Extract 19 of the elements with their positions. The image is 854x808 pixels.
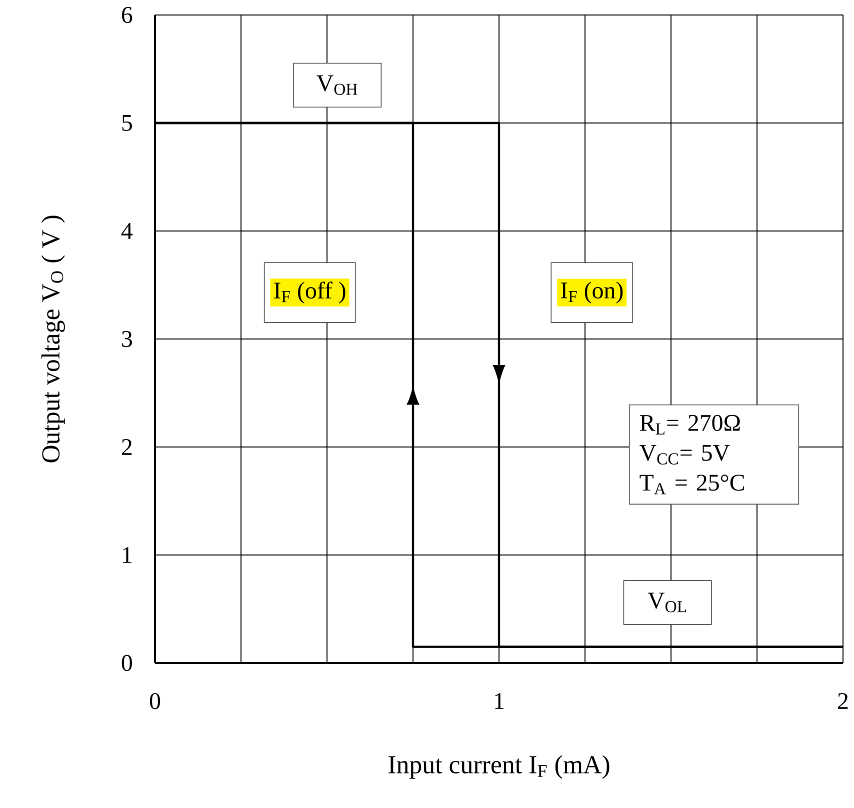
annotation: V$_{OH}$ [316, 75, 358, 95]
y-tick-label: 4 [121, 223, 133, 239]
x-tick-label: 2 [838, 693, 848, 709]
y-tick-label: 5 [122, 115, 132, 131]
annotation: T$_{A}$ = 25°C [640, 474, 744, 494]
y-tick-label: 2 [122, 439, 132, 455]
annotation: V$_{OL}$ [648, 592, 686, 612]
annotation: V$_{CC}$= 5V [640, 444, 730, 465]
annotation: I$_{F}$ (off ) [274, 282, 346, 304]
x-tick-label: 0 [150, 693, 160, 710]
y-tick-label: 0 [122, 654, 132, 672]
y-tick-label: 6 [122, 6, 132, 24]
x-axis-title: Input current I$_{F}$ (mA) [388, 755, 610, 779]
y-tick-label: 3 [122, 330, 132, 348]
x-tick-label: 1 [495, 693, 504, 709]
y-tick-label: 1 [123, 547, 132, 563]
y-axis-title: Output voltage V$_{O}$ ( V ) [41, 216, 65, 462]
annotation: R$_{L}$= 270Ω [640, 414, 740, 434]
annotation: I$_{F}$ (on) [560, 282, 623, 304]
